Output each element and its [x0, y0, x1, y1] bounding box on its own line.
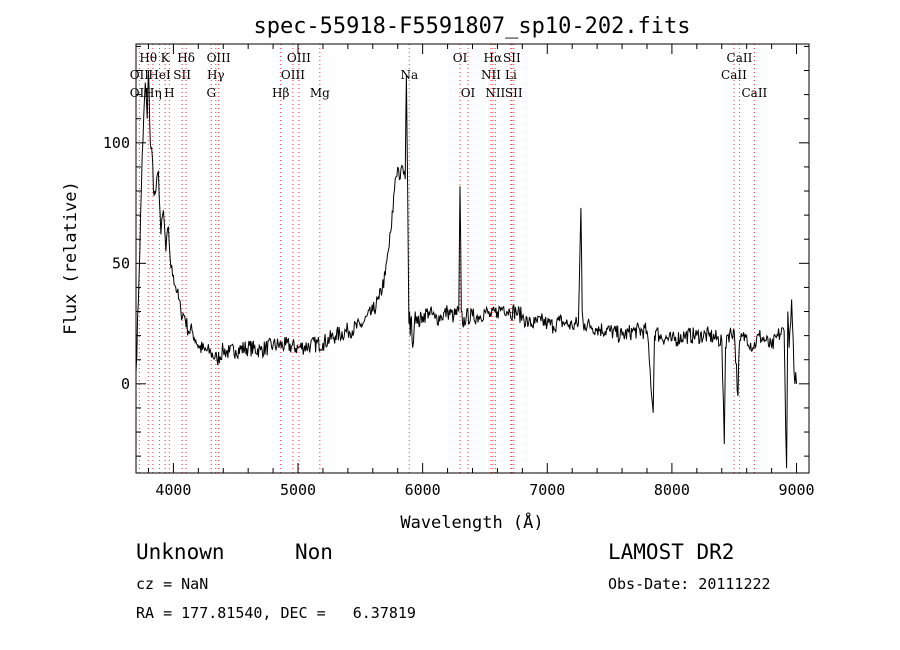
line-label: Hα [484, 51, 503, 65]
object-subclass: Non [295, 540, 333, 564]
line-label: CaII [741, 86, 767, 100]
line-label: HeI [148, 68, 171, 82]
x-axis-ticks: 4000 5000 6000 7000 8000 9000 [147, 44, 815, 499]
x-tick-label: 9000 [778, 481, 814, 499]
line-label: Li [505, 68, 517, 82]
line-label: Hγ [207, 68, 225, 82]
line-label: SII [503, 51, 521, 65]
line-label: OI [453, 51, 468, 65]
line-label: Hη [144, 86, 162, 100]
line-label: SII [173, 68, 191, 82]
line-label: OI [461, 86, 476, 100]
plot-frame [135, 43, 810, 474]
y-tick-label: 100 [103, 134, 130, 152]
line-label: NII [481, 68, 501, 82]
line-label: Na [400, 68, 418, 82]
y-tick-label: 0 [121, 375, 130, 393]
observation-date: Obs-Date: 20111222 [608, 575, 771, 593]
x-tick-label: 6000 [405, 481, 441, 499]
redshift-cz: cz = NaN [136, 575, 208, 593]
line-label: SII [505, 86, 523, 100]
line-label: OII [130, 68, 150, 82]
line-label: CaII [727, 51, 753, 65]
survey-name: LAMOST DR2 [608, 540, 734, 564]
line-label: H [164, 86, 174, 100]
line-label: Hθ [139, 51, 157, 65]
x-tick-label: 4000 [155, 481, 191, 499]
line-label: OIII [287, 51, 311, 65]
line-label: CaII [721, 68, 747, 82]
y-axis-ticks: 0 50 100 [103, 45, 809, 457]
chart-title: spec-55918-F5591807_sp10-202.fits [253, 14, 690, 39]
line-label: Mg [310, 86, 330, 100]
y-tick-label: 50 [112, 254, 130, 272]
x-axis-label: Wavelength (Å) [400, 511, 543, 533]
line-label: OIII [207, 51, 231, 65]
line-label: Hβ [272, 86, 289, 100]
y-axis-label: Flux (relative) [61, 181, 81, 335]
spectrum-series-line [135, 70, 797, 469]
object-class: Unknown [136, 540, 225, 564]
x-tick-label: 5000 [280, 481, 316, 499]
line-label: OIII [281, 68, 305, 82]
line-label: K [161, 51, 171, 65]
x-tick-label: 8000 [654, 481, 690, 499]
line-label: G [206, 86, 216, 100]
line-label: Hδ [177, 51, 195, 65]
line-label: NII [485, 86, 505, 100]
x-tick-label: 7000 [529, 481, 565, 499]
ra-dec-coordinates: RA = 177.81540, DEC = 6.37819 [136, 604, 416, 622]
emission-line-markers [138, 44, 755, 473]
